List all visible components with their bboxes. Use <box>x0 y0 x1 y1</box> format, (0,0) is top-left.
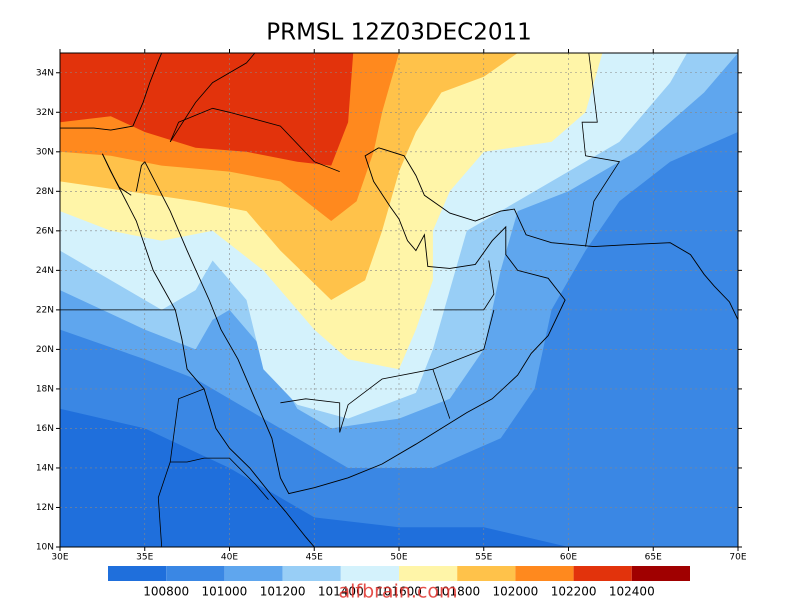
x-tick-label: 70E <box>729 553 746 563</box>
y-tick-label: 32N <box>36 108 54 118</box>
border <box>170 457 269 500</box>
x-tick-label: 35E <box>136 553 153 563</box>
coastline <box>144 147 566 495</box>
x-tick-label: 60E <box>560 553 577 563</box>
y-tick-label: 12N <box>36 503 54 513</box>
border <box>280 398 341 433</box>
y-tick-label: 24N <box>36 266 54 276</box>
x-tick-label: 50E <box>390 553 407 563</box>
border <box>432 309 495 370</box>
colorbar-label: 101200 <box>260 585 306 599</box>
y-tick-label: 28N <box>36 187 54 197</box>
colorbar-swatch <box>108 566 167 581</box>
border <box>169 107 340 172</box>
x-tick-label: 45E <box>306 553 323 563</box>
colorbar: 100800 101000 101200 101400 101600 101800 1020… <box>108 566 690 599</box>
map-title: PRMSL 12Z03DEC2011 <box>266 20 532 46</box>
colorbar-swatch <box>573 566 632 581</box>
border <box>169 53 256 143</box>
x-tick-label: 65E <box>645 553 662 563</box>
colorbar-label: 102400 <box>609 585 655 599</box>
colorbar-swatch <box>224 566 283 581</box>
y-tick-label: 20N <box>36 345 54 355</box>
y-tick-label: 22N <box>36 305 54 315</box>
pressure-band <box>60 53 354 166</box>
colorbar-label: 102000 <box>492 585 538 599</box>
border <box>157 388 205 547</box>
colorbar-label: 101800 <box>434 585 480 599</box>
border <box>339 368 433 433</box>
x-tick-label: 40E <box>221 553 238 563</box>
coastline <box>101 153 132 196</box>
colorbar-swatch <box>340 566 399 581</box>
border <box>432 260 495 311</box>
coast-group <box>60 53 738 547</box>
y-tick-label: 26N <box>36 226 54 236</box>
y-tick-label: 34N <box>36 68 54 78</box>
coastline <box>378 147 738 320</box>
y-tick-label: 14N <box>36 463 54 473</box>
coastlines <box>60 53 738 547</box>
y-tick-label: 18N <box>36 384 54 394</box>
y-tick-label: 10N <box>36 543 54 553</box>
colorbar-swatch <box>515 566 574 581</box>
colorbar-label: 101000 <box>201 585 247 599</box>
border <box>432 369 451 419</box>
coastline <box>135 161 146 192</box>
x-tick-label: 30E <box>51 553 68 563</box>
colorbar-label: 100800 <box>143 585 189 599</box>
watermark: alfbrain.com <box>338 581 457 600</box>
colorbar-swatch <box>457 566 516 581</box>
y-tick-label: 30N <box>36 147 54 157</box>
colorbar-label: 102200 <box>551 585 597 599</box>
x-tick-label: 55E <box>475 553 492 563</box>
y-tick-label: 16N <box>36 424 54 434</box>
colorbar-label: 101600 <box>376 585 422 599</box>
border <box>581 53 621 247</box>
colorbar-swatch <box>282 566 341 581</box>
coastline <box>60 53 163 131</box>
axes: 30E 35E 40E 45E 50E 55E 60E 65E 70E 10N 12N 14N 16N 1… <box>36 49 747 563</box>
colorbar-swatch <box>631 566 690 581</box>
colorbar-label: 101400 <box>318 585 364 599</box>
colorbar-swatch <box>166 566 225 581</box>
colorbar-swatch <box>399 566 458 581</box>
